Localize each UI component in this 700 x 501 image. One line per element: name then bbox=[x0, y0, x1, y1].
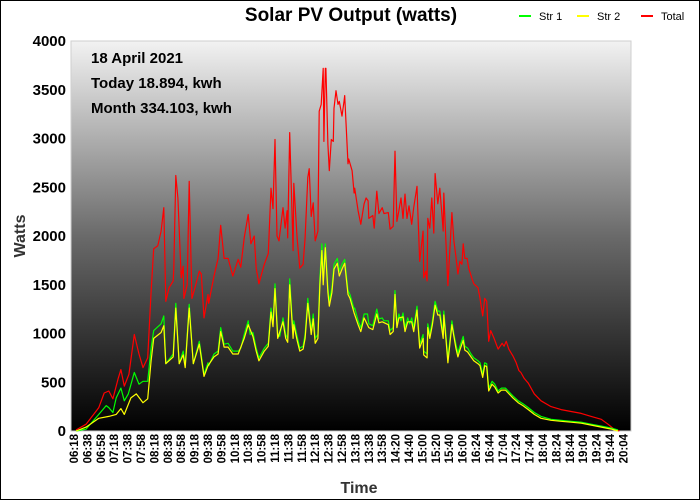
annotation-today: Today 18.894, kwh bbox=[91, 75, 222, 92]
legend: Str 1 Str 2 Total bbox=[519, 11, 684, 23]
chart-title: Solar PV Output (watts) bbox=[245, 5, 457, 26]
annotation-date: 18 April 2021 bbox=[91, 50, 183, 67]
y-tick-label: 1000 bbox=[33, 326, 66, 343]
x-tick-label: 11:18 bbox=[270, 433, 282, 462]
x-tick-label: 20:04 bbox=[618, 433, 630, 463]
x-tick-label: 12:38 bbox=[324, 433, 336, 463]
x-tick-label: 08:18 bbox=[149, 433, 161, 463]
x-tick-label: 18:24 bbox=[551, 433, 563, 463]
x-tick-label: 07:58 bbox=[136, 433, 148, 463]
y-tick-label: 1500 bbox=[33, 277, 66, 294]
x-tick-label: 19:44 bbox=[605, 433, 617, 463]
x-tick-label: 06:18 bbox=[69, 433, 81, 463]
x-tick-label: 15:40 bbox=[444, 434, 456, 463]
y-axis-ticks: 0 500 1000 1500 2000 2500 3000 3500 4000 bbox=[33, 33, 66, 440]
annotations: 18 April 2021 Today 18.894, kwh Month 33… bbox=[91, 50, 232, 117]
series-lines bbox=[75, 67, 620, 432]
x-tick-label: 14:40 bbox=[404, 434, 416, 463]
x-tick-label: 15:20 bbox=[431, 434, 443, 463]
x-tick-label: 17:24 bbox=[511, 433, 523, 463]
x-tick-label: 09:38 bbox=[203, 433, 215, 463]
annotation-month: Month 334.103, kwh bbox=[91, 100, 232, 117]
legend-label: Total bbox=[661, 11, 684, 23]
x-tick-label: 19:24 bbox=[592, 433, 604, 463]
x-tick-label: 16:00 bbox=[458, 434, 470, 463]
x-tick-label: 18:44 bbox=[565, 433, 577, 463]
x-tick-label: 09:58 bbox=[216, 433, 228, 463]
x-tick-label: 10:18 bbox=[230, 433, 242, 463]
x-tick-label: 09:18 bbox=[190, 433, 202, 463]
x-tick-label: 13:58 bbox=[377, 433, 389, 463]
series-line-total bbox=[75, 67, 620, 432]
x-tick-label: 12:18 bbox=[310, 433, 322, 463]
x-tick-label: 15:00 bbox=[417, 434, 429, 463]
x-axis-label: Time bbox=[340, 480, 377, 497]
x-tick-label: 14:20 bbox=[391, 434, 403, 463]
x-tick-label: 17:44 bbox=[525, 433, 537, 463]
x-tick-label: 11:58 bbox=[297, 433, 309, 462]
x-tick-label: 12:58 bbox=[337, 433, 349, 463]
x-tick-label: 06:58 bbox=[96, 433, 108, 463]
x-tick-label: 06:38 bbox=[82, 433, 94, 463]
x-tick-label: 07:18 bbox=[109, 433, 121, 463]
legend-label: Str 1 bbox=[539, 11, 562, 23]
x-tick-label: 16:44 bbox=[484, 433, 496, 463]
x-tick-label: 16:24 bbox=[471, 433, 483, 463]
x-tick-label: 13:18 bbox=[350, 433, 362, 463]
y-tick-label: 3000 bbox=[33, 131, 66, 148]
series-line-str-2 bbox=[75, 247, 619, 432]
x-tick-label: 19:04 bbox=[578, 433, 590, 463]
x-tick-label: 17:04 bbox=[498, 433, 510, 463]
y-tick-label: 2500 bbox=[33, 179, 66, 196]
x-axis-ticks: 06:18 06:38 06:58 07:18 07:38 07:58 08:18 08:38… bbox=[69, 433, 630, 463]
y-axis-label: Watts bbox=[12, 214, 29, 257]
x-tick-label: 08:58 bbox=[176, 433, 188, 463]
y-tick-label: 4000 bbox=[33, 33, 66, 50]
x-tick-label: 18:04 bbox=[538, 433, 550, 463]
x-tick-label: 08:38 bbox=[163, 433, 175, 463]
y-tick-label: 2000 bbox=[33, 228, 66, 245]
y-tick-label: 500 bbox=[41, 374, 66, 391]
y-tick-label: 0 bbox=[58, 423, 66, 440]
legend-label: Str 2 bbox=[597, 11, 620, 23]
y-tick-label: 3500 bbox=[33, 82, 66, 99]
x-tick-label: 07:38 bbox=[123, 433, 135, 463]
x-tick-label: 10:58 bbox=[257, 433, 269, 463]
x-tick-label: 13:38 bbox=[364, 433, 376, 463]
x-tick-label: 10:38 bbox=[243, 433, 255, 463]
x-tick-label: 11:38 bbox=[283, 433, 295, 462]
